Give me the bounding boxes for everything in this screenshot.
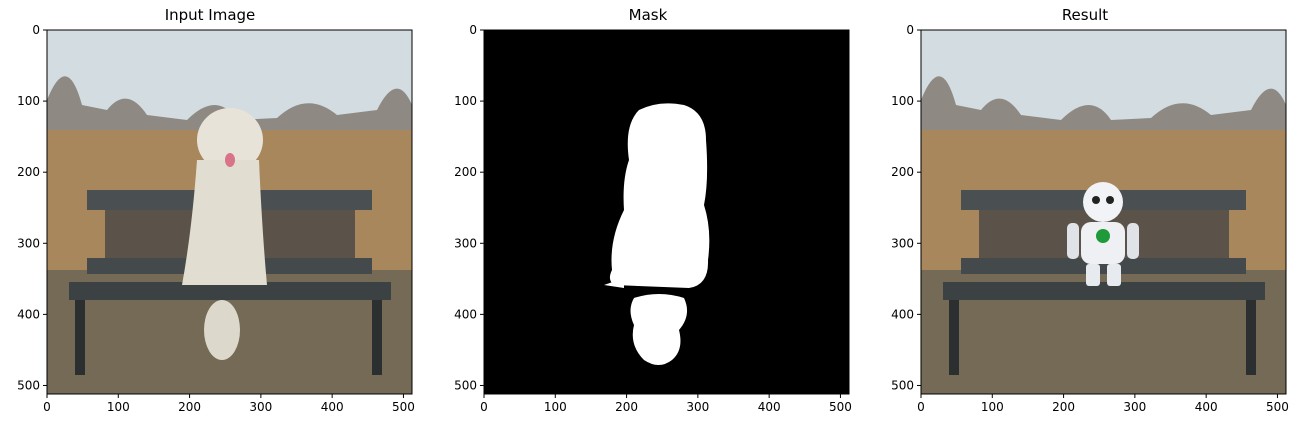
panel-title: Input Image (164, 6, 256, 24)
x-tick-label: 300 (1123, 400, 1146, 414)
y-tick-label: 0 (469, 23, 477, 37)
x-tick-label: 100 (981, 400, 1004, 414)
bench-leg (75, 300, 85, 375)
robot-head (1083, 182, 1123, 222)
bench-leg (949, 300, 959, 375)
y-tick-label: 200 (17, 165, 40, 179)
y-tick-label: 500 (454, 378, 477, 392)
y-tick-label: 300 (17, 236, 40, 250)
bench-seat (943, 282, 1265, 300)
dog-body (182, 160, 267, 285)
panel-result: Result (890, 0, 1286, 428)
robot-leg (1086, 264, 1100, 286)
image-axes-mask (484, 30, 849, 394)
sky (47, 30, 412, 120)
x-tick-label: 0 (480, 400, 488, 414)
x-tick-label: 200 (615, 400, 638, 414)
panel-title: Mask (628, 6, 668, 24)
y-tick-label: 400 (891, 307, 914, 321)
x-tick-label: 0 (43, 400, 51, 414)
x-tick-label: 500 (829, 400, 852, 414)
mask-tail-region (630, 294, 688, 365)
y-tick-label: 0 (32, 23, 40, 37)
x-tick-label: 100 (544, 400, 567, 414)
panel-title: Result (1061, 6, 1109, 24)
x-tick-label: 300 (686, 400, 709, 414)
robot-eye (1092, 196, 1100, 204)
y-tick-label: 300 (891, 236, 914, 250)
mask-dog-region (609, 103, 710, 288)
robot-arm (1127, 223, 1139, 259)
x-tick-label: 500 (1266, 400, 1289, 414)
x-tick-label: 200 (178, 400, 201, 414)
x-tick-label: 300 (249, 400, 272, 414)
axes-frame (920, 29, 1287, 395)
dog-tail (204, 300, 240, 360)
panel-mask: Mask (453, 0, 849, 428)
y-tick-label: 500 (891, 378, 914, 392)
dog-head (197, 108, 263, 172)
x-tick-label: 200 (1052, 400, 1075, 414)
bench-leg (372, 300, 382, 375)
y-tick-label: 300 (454, 236, 477, 250)
y-tick-label: 200 (454, 165, 477, 179)
x-tick-label: 100 (107, 400, 130, 414)
sky (921, 30, 1286, 120)
treeline (921, 76, 1286, 140)
x-tick-label: 400 (321, 400, 344, 414)
treeline (47, 76, 412, 140)
robot-arm (1067, 223, 1079, 259)
y-tick-label: 100 (17, 94, 40, 108)
image-axes-input (47, 30, 412, 394)
bench-lower-rail (961, 258, 1246, 274)
y-tick-label: 100 (891, 94, 914, 108)
y-tick-label: 0 (906, 23, 914, 37)
robot-chest-light (1096, 229, 1110, 243)
y-tick-label: 400 (454, 307, 477, 321)
y-tick-label: 100 (454, 94, 477, 108)
y-tick-label: 500 (17, 378, 40, 392)
mask-paw-region (604, 278, 624, 288)
x-tick-label: 400 (1195, 400, 1218, 414)
robot-leg (1107, 264, 1121, 286)
x-tick-label: 500 (392, 400, 415, 414)
x-tick-label: 400 (758, 400, 781, 414)
robot-eye (1106, 196, 1114, 204)
y-tick-label: 200 (891, 165, 914, 179)
x-tick-label: 0 (917, 400, 925, 414)
bench-leg (1246, 300, 1256, 375)
bench-seat (69, 282, 391, 300)
axes-frame (483, 29, 850, 395)
image-axes-result (921, 30, 1286, 394)
dog-tongue (225, 153, 235, 167)
axes-frame (46, 29, 413, 395)
panel-input-image: Input Image (15, 0, 412, 428)
y-tick-label: 400 (17, 307, 40, 321)
